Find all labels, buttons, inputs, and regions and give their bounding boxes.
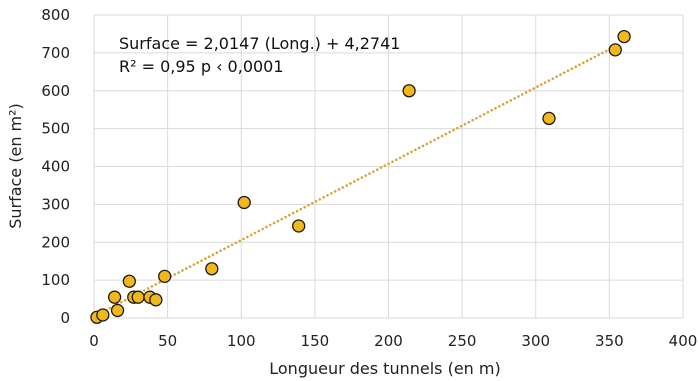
y-tick-label: 600 xyxy=(41,82,70,100)
trendline-group xyxy=(97,41,623,316)
x-tick-label: 200 xyxy=(374,332,403,350)
y-tick-label: 700 xyxy=(41,44,70,62)
data-point xyxy=(158,269,172,283)
data-point xyxy=(110,303,125,318)
x-tick-label: 400 xyxy=(669,332,698,350)
data-point xyxy=(107,290,122,304)
annotation-r-squared: R² = 0,95 p ‹ 0,0001 xyxy=(119,57,284,76)
gridlines xyxy=(93,14,684,319)
x-tick-label: 150 xyxy=(301,332,330,350)
y-tick-label: 800 xyxy=(41,6,70,24)
y-tick-label: 0 xyxy=(60,309,70,327)
trendline xyxy=(97,41,623,316)
data-point xyxy=(542,111,556,126)
y-tick-label: 200 xyxy=(41,233,70,251)
y-tick-label: 400 xyxy=(41,158,70,176)
y-tick-label: 100 xyxy=(41,271,70,289)
x-tick-label: 300 xyxy=(521,332,550,350)
data-point xyxy=(617,29,631,44)
x-axis-title: Longueur des tunnels (en m) xyxy=(269,359,500,378)
data-point xyxy=(608,43,622,57)
data-points xyxy=(90,29,631,324)
x-tick-label: 100 xyxy=(227,332,256,350)
x-tick-label: 350 xyxy=(595,332,624,350)
data-point xyxy=(205,262,219,276)
annotation-equation: Surface = 2,0147 (Long.) + 4,2741 xyxy=(119,34,400,53)
data-point xyxy=(96,308,110,322)
x-tick-label: 250 xyxy=(448,332,477,350)
x-tick-label: 0 xyxy=(89,332,99,350)
data-point xyxy=(149,293,163,307)
x-tick-label: 50 xyxy=(158,332,177,350)
x-tick-labels: 0 50 100 150 200 250 300 350 400 xyxy=(89,332,697,350)
data-point xyxy=(402,84,416,98)
data-point xyxy=(292,219,306,233)
y-tick-label: 300 xyxy=(41,195,70,213)
data-point xyxy=(122,274,136,288)
data-point xyxy=(237,195,251,210)
data-point xyxy=(131,290,145,304)
y-axis-title: Surface (en m²) xyxy=(6,103,25,229)
y-tick-labels: 0 100 200 300 400 500 600 700 800 xyxy=(41,6,70,327)
y-tick-label: 500 xyxy=(41,120,70,138)
